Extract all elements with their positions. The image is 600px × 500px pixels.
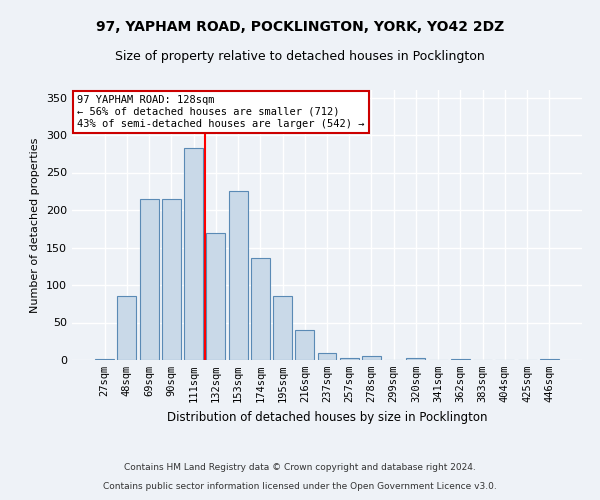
Bar [273, 296, 292, 360]
Bar [162, 198, 181, 360]
Bar [118, 296, 136, 360]
X-axis label: Distribution of detached houses by size in Pocklington: Distribution of detached houses by size … [167, 410, 487, 424]
Bar [206, 232, 225, 360]
Y-axis label: Number of detached properties: Number of detached properties [31, 138, 40, 312]
Bar [362, 356, 381, 360]
Bar [95, 358, 114, 360]
Bar [451, 358, 470, 360]
Bar [184, 148, 203, 360]
Bar [140, 198, 158, 360]
Bar [317, 353, 337, 360]
Text: Contains public sector information licensed under the Open Government Licence v3: Contains public sector information licen… [103, 482, 497, 491]
Bar [251, 258, 270, 360]
Bar [229, 191, 248, 360]
Text: Contains HM Land Registry data © Crown copyright and database right 2024.: Contains HM Land Registry data © Crown c… [124, 464, 476, 472]
Bar [340, 358, 359, 360]
Text: 97, YAPHAM ROAD, POCKLINGTON, YORK, YO42 2DZ: 97, YAPHAM ROAD, POCKLINGTON, YORK, YO42… [96, 20, 504, 34]
Bar [540, 358, 559, 360]
Bar [295, 330, 314, 360]
Text: 97 YAPHAM ROAD: 128sqm
← 56% of detached houses are smaller (712)
43% of semi-de: 97 YAPHAM ROAD: 128sqm ← 56% of detached… [77, 96, 365, 128]
Text: Size of property relative to detached houses in Pocklington: Size of property relative to detached ho… [115, 50, 485, 63]
Bar [406, 358, 425, 360]
